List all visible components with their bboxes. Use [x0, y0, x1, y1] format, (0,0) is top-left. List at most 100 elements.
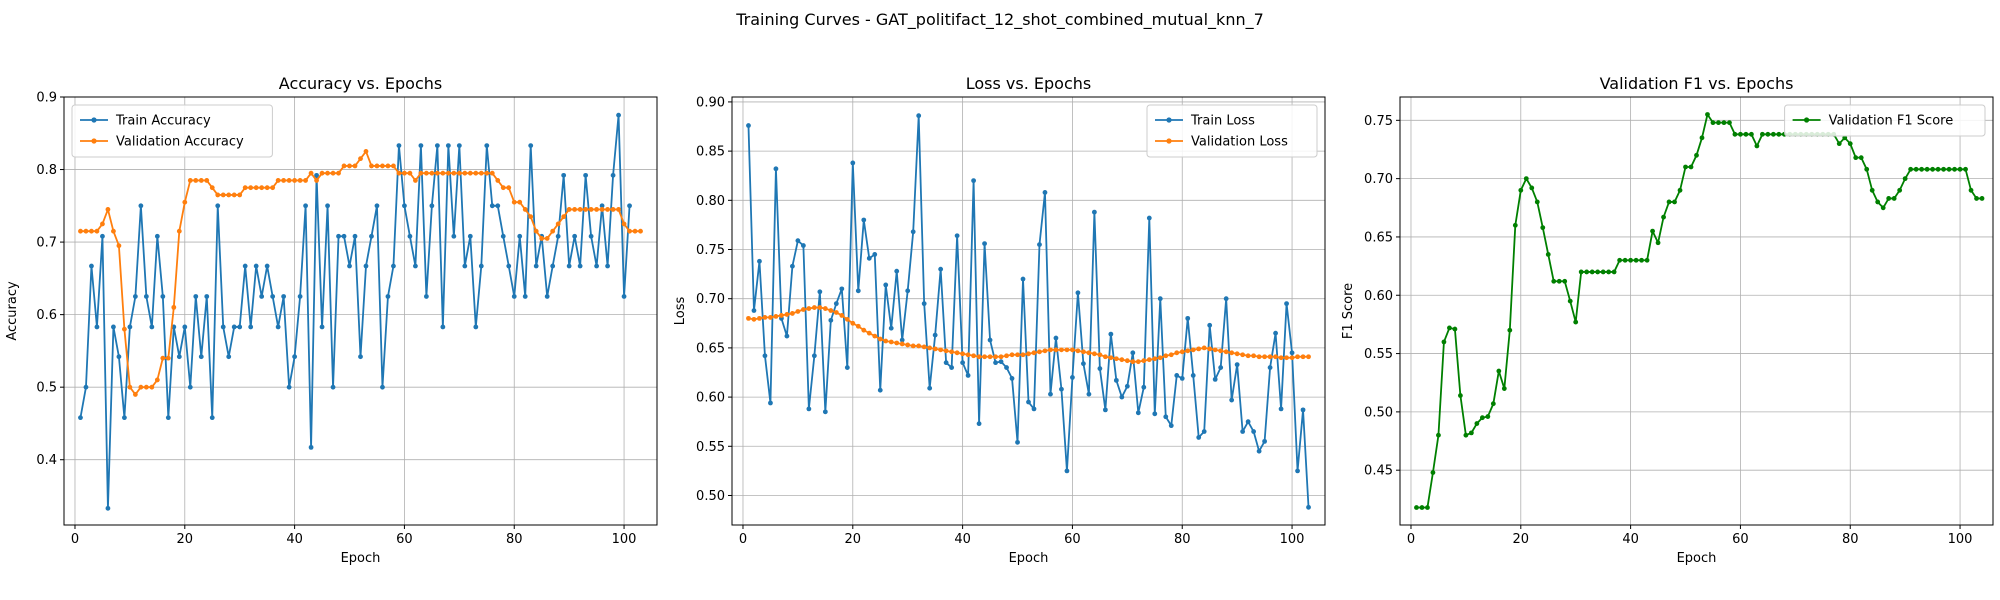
data-point	[555, 221, 561, 227]
data-point	[1262, 438, 1267, 444]
data-point	[1163, 414, 1169, 420]
data-point	[1262, 354, 1267, 360]
data-point	[1512, 222, 1518, 228]
data-point	[1168, 423, 1174, 429]
data-point	[1716, 120, 1721, 126]
data-point	[987, 337, 993, 343]
data-point	[391, 263, 396, 269]
data-point	[784, 312, 790, 317]
data-point	[429, 203, 435, 209]
data-point	[1234, 351, 1240, 357]
data-point	[1847, 141, 1853, 147]
data-point	[1174, 373, 1180, 378]
data-point	[374, 163, 380, 169]
data-point	[418, 170, 424, 176]
data-point	[1886, 196, 1892, 201]
data-point	[1091, 351, 1097, 357]
x-tick-label: 80	[1842, 532, 1859, 547]
y-tick-label: 0.75	[696, 243, 725, 258]
data-point	[83, 384, 89, 390]
data-point	[127, 384, 133, 390]
legend-marker	[1804, 117, 1810, 123]
data-point	[594, 207, 599, 212]
data-point	[1273, 330, 1278, 336]
data-point	[204, 178, 210, 183]
chart-title: Loss vs. Epochs	[966, 74, 1091, 93]
data-point	[402, 203, 407, 209]
data-point	[418, 143, 424, 149]
data-point	[1124, 383, 1130, 389]
data-point	[757, 315, 762, 321]
data-point	[396, 170, 402, 176]
data-point	[127, 324, 133, 330]
data-point	[314, 178, 319, 183]
data-point	[506, 263, 512, 269]
data-point	[817, 305, 823, 310]
data-point	[1289, 350, 1295, 356]
data-point	[833, 301, 839, 307]
data-point	[281, 178, 287, 183]
y-tick-label: 0.65	[1364, 230, 1393, 245]
data-point	[440, 170, 446, 176]
data-point	[286, 178, 292, 183]
data-point	[784, 333, 790, 339]
data-point	[165, 415, 171, 421]
data-point	[111, 324, 116, 330]
data-point	[193, 178, 199, 183]
data-point	[583, 207, 589, 212]
data-point	[429, 170, 435, 176]
data-point	[883, 338, 889, 344]
data-point	[1414, 505, 1419, 510]
data-point	[1119, 394, 1125, 400]
data-point	[1278, 406, 1284, 412]
data-point	[632, 228, 638, 234]
data-point	[176, 354, 182, 360]
data-point	[1650, 228, 1655, 234]
data-point	[1135, 410, 1141, 416]
data-point	[960, 351, 966, 357]
data-point	[363, 149, 369, 154]
data-point	[1026, 351, 1031, 357]
data-point	[1836, 141, 1842, 147]
data-point	[1567, 298, 1573, 304]
data-point	[566, 263, 572, 269]
data-point	[1759, 131, 1765, 137]
data-point	[1075, 348, 1081, 354]
data-point	[1240, 429, 1246, 434]
data-point	[550, 228, 556, 234]
data-point	[1924, 166, 1930, 172]
data-point	[122, 415, 127, 421]
data-point	[511, 199, 517, 205]
data-point	[1655, 240, 1661, 246]
data-point	[1185, 348, 1191, 354]
data-point	[1015, 439, 1020, 445]
data-point	[341, 233, 347, 239]
data-point	[594, 263, 599, 269]
data-point	[1458, 393, 1463, 398]
x-tick-label: 40	[286, 532, 303, 547]
data-point	[303, 203, 308, 209]
y-tick-label: 0.75	[1364, 114, 1393, 129]
data-point	[1474, 421, 1480, 426]
data-point	[762, 315, 768, 320]
data-point	[883, 282, 889, 288]
data-point	[456, 170, 462, 176]
data-point	[369, 233, 374, 239]
data-point	[768, 315, 773, 320]
data-point	[1880, 205, 1886, 211]
x-tick-label: 0	[1407, 532, 1415, 547]
data-point	[833, 310, 839, 315]
data-point	[866, 330, 872, 336]
data-point	[905, 288, 911, 294]
data-point	[319, 170, 325, 176]
data-point	[132, 294, 138, 299]
data-point	[872, 252, 878, 257]
data-point	[248, 324, 254, 330]
data-point	[1633, 257, 1639, 263]
data-point	[94, 228, 100, 234]
data-point	[308, 444, 314, 450]
y-tick-label: 0.55	[696, 440, 725, 455]
data-point	[638, 228, 643, 234]
data-point	[231, 324, 237, 330]
data-point	[861, 217, 867, 223]
